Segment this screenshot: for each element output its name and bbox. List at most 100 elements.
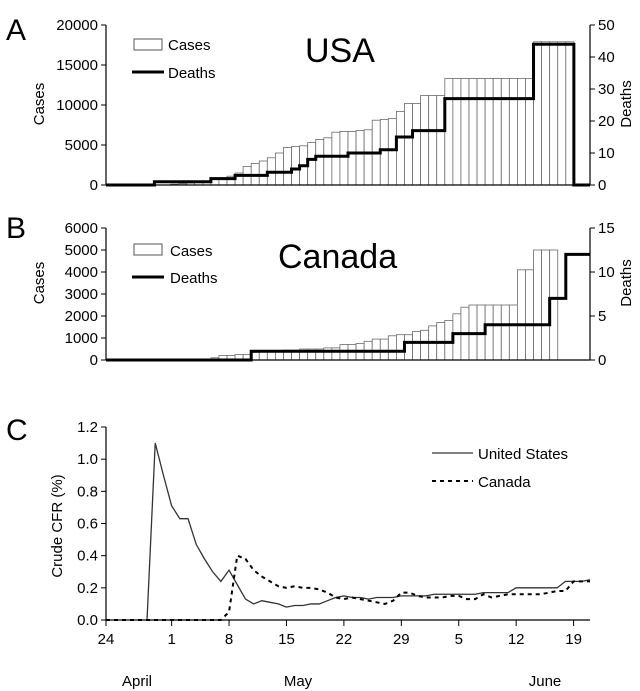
panel-a-ytick-left-label: 0: [90, 177, 98, 194]
panel-a-case-bar: [549, 41, 559, 186]
panel-a-ytick-right-label: 50: [598, 17, 615, 34]
panel-b-legend-cases-swatch: [133, 243, 163, 256]
panel-a-case-bar: [404, 103, 413, 186]
panel-c-xtick-label: 22: [336, 631, 353, 648]
panel-b-case-bar: [492, 304, 502, 361]
panel-c-ytick-label: 0.2: [77, 580, 98, 597]
panel-c-xtick-labels: 24 1 8 15 22 29 5 12 19: [98, 631, 582, 648]
panel-c-xtick-label: 8: [225, 631, 233, 648]
panel-a-case-bar: [355, 130, 365, 186]
panel-a-usa: USA 0 5000 10000 15000 20000 0 10 20 30 40 50 Case…: [31, 17, 635, 194]
panel-a-ytick-right-label: 0: [598, 177, 606, 194]
panel-b-ytick-left-label: 5000: [65, 242, 98, 259]
panel-a-ytick-right-label: 10: [598, 145, 615, 162]
panel-letter-a: A: [6, 14, 26, 47]
panel-a-cases-bars: [170, 41, 575, 186]
panel-a-case-bar: [460, 78, 470, 186]
panel-a-axes: 0 5000 10000 15000 20000 0 10 20 30 40 50: [56, 17, 614, 194]
panel-c-canada-line: [106, 554, 590, 621]
panel-b-legend-cases: Cases: [170, 243, 213, 260]
panel-b-title: Canada: [278, 238, 397, 276]
panel-c-legend-us: United States: [478, 446, 568, 463]
panel-a-case-bar: [492, 78, 502, 186]
panel-a-deaths-line: [106, 42, 590, 187]
panel-a-case-bar: [412, 103, 421, 186]
panel-a-case-bar: [557, 41, 567, 186]
panel-a-ytick-right-label: 20: [598, 113, 615, 130]
panel-a-case-bar: [363, 129, 373, 186]
panel-a-case-bar: [339, 130, 349, 186]
panel-a-case-bar: [452, 78, 462, 186]
panel-a-case-bar: [331, 131, 341, 186]
panel-b-case-bar: [508, 304, 518, 361]
panel-c-xtick-label: 19: [565, 631, 582, 648]
month-label-may: May: [284, 673, 313, 690]
panel-a-title: USA: [305, 32, 375, 70]
panel-c-ytick-label: 0.8: [77, 483, 98, 500]
panel-c-ytick-label: 0.0: [77, 612, 98, 629]
panel-a-case-bar: [476, 78, 486, 186]
panel-a-case-bar: [468, 78, 478, 186]
panel-a-case-bar: [484, 78, 494, 186]
panel-c-ytick-label: 0.4: [77, 548, 98, 565]
panel-a-case-bar: [283, 146, 292, 186]
panel-b-case-bar: [412, 330, 421, 361]
panel-a-case-bar: [541, 41, 551, 186]
panel-letter-b: B: [6, 212, 26, 245]
panel-b-case-bar: [517, 269, 526, 361]
panel-b-ytick-left-label: 2000: [65, 308, 98, 325]
panel-b-case-bar: [525, 269, 534, 361]
panel-a-case-bar: [323, 137, 333, 186]
panel-b-ytick-left-label: 6000: [65, 220, 98, 237]
panel-b-ytick-right-label: 15: [598, 220, 615, 237]
panel-c-xtick-label: 24: [98, 631, 115, 648]
panel-c-xtick-label: 29: [393, 631, 410, 648]
panel-a-ytick-left-label: 10000: [56, 97, 98, 114]
panel-a-case-bar: [500, 78, 510, 186]
panel-a-case-bar: [274, 152, 284, 186]
panel-b-ytick-left-label: 1000: [65, 330, 98, 347]
panel-a-legend-cases-swatch: [133, 38, 163, 51]
panel-a-ylabel-left: Cases: [31, 83, 48, 126]
month-label-april: April: [122, 673, 152, 690]
panel-a-legend-cases: Cases: [168, 37, 211, 54]
panel-a-case-bar: [517, 78, 526, 186]
panel-c-xtick-label: 12: [508, 631, 525, 648]
panel-a-case-bar: [428, 95, 438, 186]
panel-a-ytick-left-label: 5000: [65, 137, 98, 154]
panel-c-xtick-label: 5: [455, 631, 463, 648]
panel-a-case-bar: [508, 78, 518, 186]
panel-b-case-bar: [379, 338, 389, 361]
panel-a-ytick-left-label: 20000: [56, 17, 98, 34]
panel-b-case-bar: [420, 329, 430, 361]
panel-b-case-bar: [533, 249, 543, 361]
panel-b-ytick-right-label: 5: [598, 308, 606, 325]
panel-b-ytick-left-label: 0: [90, 352, 98, 369]
panel-b-ytick-right-label: 0: [598, 352, 606, 369]
panel-b-case-bar: [500, 304, 510, 361]
panel-b-legend-deaths: Deaths: [170, 270, 218, 287]
panel-a-case-bar: [315, 138, 325, 186]
panel-a-ytick-right-label: 40: [598, 49, 615, 66]
month-label-june: June: [529, 673, 562, 690]
panel-a-case-bar: [420, 95, 430, 186]
panel-letter-c: C: [6, 414, 28, 447]
panel-a-ytick-right-label: 30: [598, 81, 615, 98]
panel-b-ylabel-right: Deaths: [618, 259, 635, 307]
panel-c-legend-canada: Canada: [478, 474, 531, 491]
panel-c-cfr: 0.0 0.2 0.4 0.6 0.8 1.0 1.2 Crude CFR (%) Unit…: [49, 419, 591, 690]
panel-a-legend-deaths: Deaths: [168, 65, 216, 82]
panel-b-axes: 0 1000 2000 3000 4000 5000 6000 0 5 10 15: [65, 220, 615, 369]
panel-b-ytick-left-label: 3000: [65, 286, 98, 303]
panel-b-ytick-right-label: 10: [598, 264, 615, 281]
panel-b-ylabel-left: Cases: [31, 262, 48, 305]
panel-b-ytick-left-label: 4000: [65, 264, 98, 281]
panel-c-xtick-label: 1: [167, 631, 175, 648]
panel-c-ytick-label: 0.6: [77, 516, 98, 533]
panel-b-case-bar: [371, 338, 381, 361]
panel-c-us-line: [106, 442, 591, 621]
panel-b-case-bar: [387, 335, 397, 361]
panel-a-case-bar: [387, 118, 397, 186]
panel-a-ytick-left-label: 15000: [56, 57, 98, 74]
